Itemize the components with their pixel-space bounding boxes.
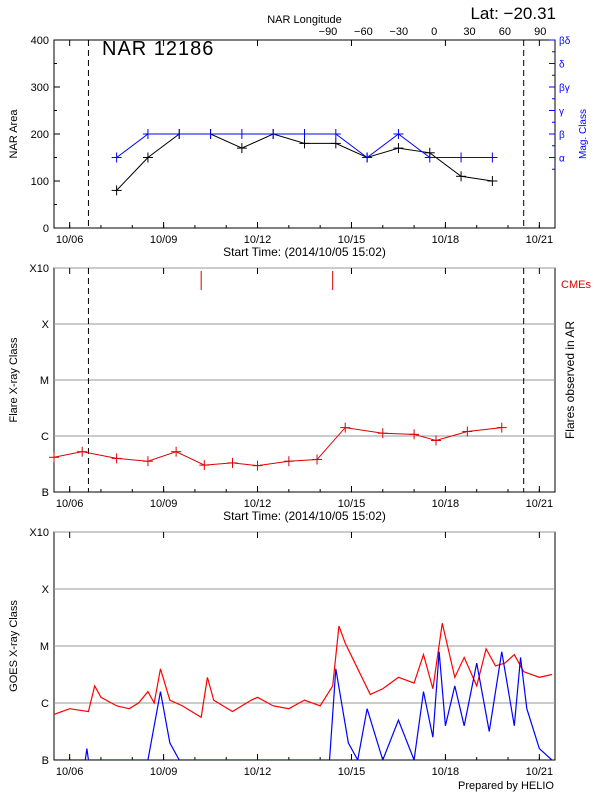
- y-tick-label: B: [42, 487, 49, 499]
- x-tick-label: 10/18: [432, 498, 460, 510]
- y-tick-label: C: [41, 431, 49, 443]
- goes-flux-panel: B C M X X10 10/06 10/09 10/12 10/15 10/18 10/21 GOE…: [8, 527, 556, 778]
- long-channel-flux-line: [54, 623, 553, 719]
- y-tick-label: X10: [29, 263, 49, 275]
- x-tick-label: 10/09: [150, 234, 178, 246]
- x-tick-label: 10/15: [338, 498, 366, 510]
- x-tick-label: 10/06: [56, 498, 84, 510]
- x-tick-label: 10/09: [150, 766, 178, 778]
- x-axis-label: Start Time: (2014/10/05 15:02): [223, 509, 386, 523]
- y-tick-label: X10: [29, 527, 49, 539]
- mag-class-tick-label: β: [559, 130, 565, 141]
- prepared-by-credit: Prepared by HELIO: [458, 780, 554, 792]
- longitude-tick-label: 30: [463, 26, 475, 38]
- x-tick-label: 10/18: [432, 766, 460, 778]
- flare-class-panel: B C M X X10 10/06 10/09 10/12 10/15 10/18 10/21 Sta…: [8, 263, 591, 523]
- mag-class-axis-label: Mag. Class: [578, 109, 589, 159]
- mag-class-tick-label: α: [559, 154, 565, 165]
- x-tick-label: 10/21: [526, 234, 554, 246]
- flares-axis-label: Flares observed in AR: [563, 321, 577, 439]
- x-tick-label: 10/12: [244, 766, 272, 778]
- y-tick-label: B: [42, 755, 49, 767]
- y-tick-label: 0: [43, 223, 49, 235]
- y-tick-label: C: [41, 698, 49, 710]
- x-tick-label: 10/15: [338, 234, 366, 246]
- y-axis-label: NAR Area: [8, 109, 20, 159]
- y-tick-label: M: [40, 375, 49, 387]
- y-tick-label: M: [40, 641, 49, 653]
- flare-class-series-line: [53, 427, 502, 467]
- longitude-tick-label: −30: [389, 26, 408, 38]
- latitude-readout: Lat: −20.31: [470, 4, 556, 23]
- mag-class-tick-label: βδ: [559, 36, 571, 47]
- x-tick-label: 10/21: [526, 766, 554, 778]
- mag-class-tick-label: γ: [559, 107, 564, 118]
- nar-area-panel: 10/06 10/09 10/12 10/15 10/18 10/21 Start Time…: [8, 14, 589, 259]
- x-tick-label: 10/06: [56, 766, 84, 778]
- mag-class-tick-label: βγ: [559, 83, 570, 94]
- longitude-axis-label: NAR Longitude: [267, 14, 342, 26]
- x-axis-label: Start Time: (2014/10/05 15:02): [223, 245, 386, 259]
- y-axis-label: Flare X-ray Class: [8, 337, 20, 422]
- longitude-tick-label: 90: [534, 26, 546, 38]
- region-title: NAR 12186: [102, 38, 215, 60]
- x-tick-label: 10/06: [56, 234, 84, 246]
- y-tick-label: 100: [31, 176, 49, 188]
- y-tick-label: 200: [31, 129, 49, 141]
- y-tick-label: 400: [31, 35, 49, 47]
- x-tick-label: 10/21: [526, 498, 554, 510]
- y-tick-label: 300: [31, 82, 49, 94]
- x-tick-label: 10/18: [432, 234, 460, 246]
- y-tick-label: X: [42, 319, 50, 331]
- cme-label: CMEs: [561, 279, 591, 291]
- x-tick-label: 10/15: [338, 766, 366, 778]
- longitude-tick-label: −60: [354, 26, 373, 38]
- y-tick-label: X: [42, 584, 50, 596]
- mag-class-tick-label: δ: [559, 60, 565, 71]
- x-tick-label: 10/12: [244, 498, 272, 510]
- x-tick-label: 10/09: [150, 498, 178, 510]
- y-axis-label: GOES X-ray Class: [8, 600, 20, 692]
- longitude-tick-label: 0: [431, 26, 437, 38]
- x-tick-label: 10/12: [244, 234, 272, 246]
- longitude-tick-label: −90: [319, 26, 338, 38]
- longitude-tick-label: 60: [499, 26, 511, 38]
- short-channel-flux-line: [54, 651, 553, 760]
